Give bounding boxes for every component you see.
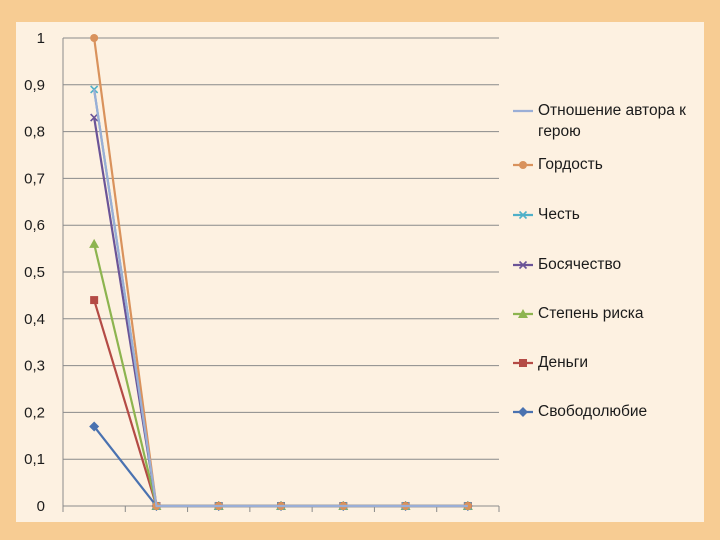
y-tick-label: 0,7 (24, 170, 45, 187)
y-tick-label: 0,5 (24, 264, 45, 281)
y-tick-label: 0,8 (24, 124, 45, 141)
y-tick-label: 1 (37, 30, 45, 47)
data-point (89, 238, 100, 248)
marker-stroke (90, 113, 99, 122)
legend-marker (518, 309, 528, 318)
legend-marker (519, 359, 527, 367)
y-tick-label: 0,9 (24, 77, 45, 94)
y-tick-label: 0,4 (24, 311, 45, 328)
series-line (93, 117, 468, 508)
legend-key (513, 309, 533, 318)
legend-marker (519, 161, 527, 169)
y-tick-label: 0,2 (24, 404, 45, 421)
data-point (90, 34, 99, 42)
legend-key (513, 407, 533, 417)
legend-key (513, 109, 533, 113)
legend-item: Отношение автора к герою (512, 100, 707, 142)
legend-key (513, 161, 533, 169)
legend-label: Гордость (538, 156, 603, 173)
series-line (93, 89, 468, 508)
legend-label: Отношение автора к герою (538, 102, 686, 140)
legend-item: Гордость (512, 154, 707, 175)
legend-key (513, 359, 533, 367)
legend-item: Деньги (512, 352, 707, 373)
legend-item: Босячество (512, 254, 707, 275)
legend-key (513, 210, 533, 220)
series-line (93, 89, 468, 508)
legend-label: Босячество (538, 256, 622, 273)
y-tick-label: 0,1 (24, 451, 45, 468)
legend-key (513, 260, 533, 270)
legend-label: Честь (538, 206, 580, 223)
legend-label: Деньги (538, 354, 589, 371)
y-tick-label: 0,6 (24, 217, 45, 234)
marker-stroke (518, 260, 528, 270)
legend-label: Свободолюбие (538, 403, 648, 420)
legend-marker (518, 407, 528, 417)
marker-stroke (518, 210, 528, 220)
data-point (90, 296, 99, 305)
legend-item: Честь (512, 204, 707, 225)
y-tick-label: 0 (37, 498, 45, 515)
legend-marker (518, 260, 528, 270)
y-tick-label: 0,3 (24, 358, 45, 375)
data-point (90, 113, 99, 122)
data-point (89, 421, 100, 432)
legend-label: Степень риска (538, 305, 644, 322)
legend-item: Степень риска (512, 303, 707, 324)
legend-item: Свободолюбие (512, 401, 707, 422)
legend-marker (518, 210, 528, 220)
